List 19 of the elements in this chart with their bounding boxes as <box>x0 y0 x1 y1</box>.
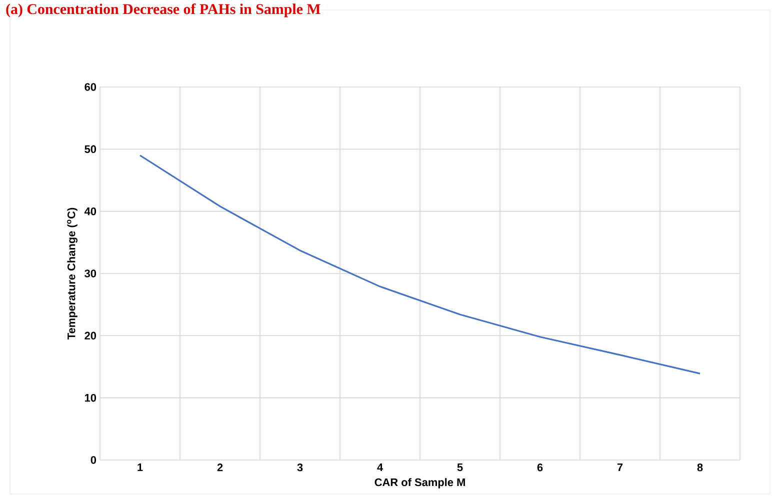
x-tick-label: 3 <box>297 464 303 472</box>
y-tick-label: 60 <box>84 83 96 91</box>
y-tick-label: 30 <box>84 270 96 278</box>
y-tick-label: 40 <box>84 207 96 216</box>
x-tick-label: 7 <box>617 464 623 472</box>
x-tick-label: 2 <box>217 464 223 472</box>
x-tick-label: 6 <box>537 464 543 472</box>
x-tick-label: 5 <box>457 464 463 472</box>
x-axis-title: CAR of Sample M <box>374 478 465 488</box>
x-tick-label: 4 <box>377 464 383 472</box>
y-tick-label: 10 <box>84 394 96 402</box>
y-tick-label: 20 <box>84 332 96 340</box>
line-series <box>139 154 701 374</box>
y-tick-label: 0 <box>90 456 96 464</box>
y-axis-title: Temperature Change ($^{o}$C) <box>67 208 78 340</box>
x-tick-label: 1 <box>138 464 143 472</box>
x-tick-label: 8 <box>697 464 703 472</box>
y-tick-label: 50 <box>84 145 96 154</box>
chart-title: (a) Concentration Decrease of PAHs in Sample M <box>6 4 320 18</box>
